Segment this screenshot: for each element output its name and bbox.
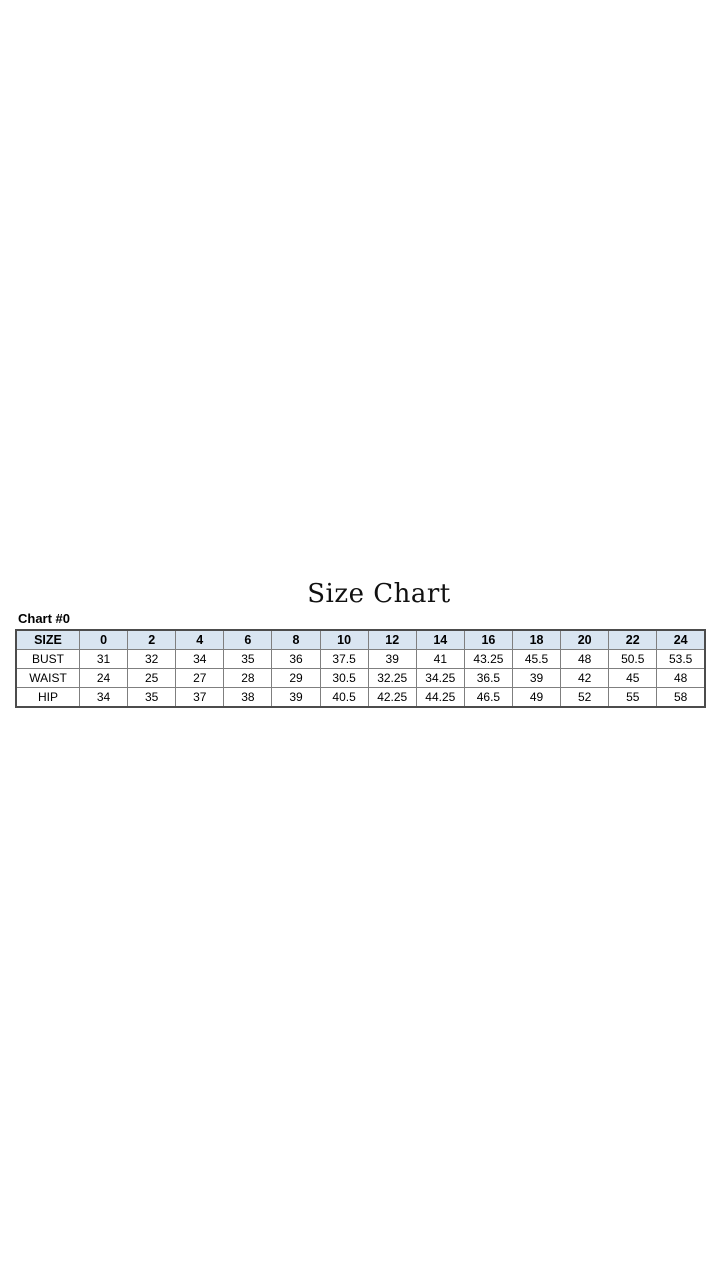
measurement-value-cell: 34.25 bbox=[415, 668, 465, 688]
measurement-value-cell: 40.5 bbox=[319, 687, 369, 708]
measurement-value-cell: 43.25 bbox=[463, 649, 513, 669]
measurement-row-label: HIP bbox=[15, 687, 80, 708]
size-column-header: 6 bbox=[223, 629, 273, 650]
size-column-header: 8 bbox=[271, 629, 321, 650]
size-corner-header: SIZE bbox=[15, 629, 80, 650]
measurement-value-cell: 58 bbox=[656, 687, 706, 708]
measurement-row-label: WAIST bbox=[15, 668, 80, 688]
measurement-value-cell: 41 bbox=[415, 649, 465, 669]
measurement-value-cell: 37.5 bbox=[319, 649, 369, 669]
measurement-row: HIP 34 35 37 38 39 40.5 42.25 44.25 46.5 49 52 55 58 bbox=[15, 687, 706, 708]
measurement-value-cell: 55 bbox=[608, 687, 658, 708]
size-column-header: 10 bbox=[319, 629, 369, 650]
size-column-header: 20 bbox=[560, 629, 610, 650]
size-chart-table: SIZE 0 2 4 6 8 10 12 14 16 18 20 22 24 BUST 31 32 34 35 36… bbox=[15, 629, 706, 708]
size-column-header: 18 bbox=[511, 629, 562, 650]
measurement-value-cell: 38 bbox=[223, 687, 273, 708]
size-column-header: 2 bbox=[127, 629, 177, 650]
size-table-head: SIZE 0 2 4 6 8 10 12 14 16 18 20 22 24 bbox=[15, 629, 706, 650]
measurement-value-cell: 36 bbox=[271, 649, 321, 669]
measurement-value-cell: 35 bbox=[127, 687, 177, 708]
measurement-value-cell: 39 bbox=[511, 668, 562, 688]
measurement-value-cell: 36.5 bbox=[463, 668, 513, 688]
measurement-value-cell: 37 bbox=[175, 687, 225, 708]
measurement-value-cell: 34 bbox=[175, 649, 225, 669]
size-column-header: 14 bbox=[415, 629, 465, 650]
measurement-value-cell: 35 bbox=[223, 649, 273, 669]
measurement-value-cell: 42.25 bbox=[367, 687, 417, 708]
measurement-value-cell: 53.5 bbox=[656, 649, 706, 669]
measurement-value-cell: 52 bbox=[560, 687, 610, 708]
measurement-value-cell: 30.5 bbox=[319, 668, 369, 688]
size-column-header: 16 bbox=[463, 629, 513, 650]
measurement-value-cell: 45 bbox=[608, 668, 658, 688]
measurement-value-cell: 46.5 bbox=[463, 687, 513, 708]
measurement-value-cell: 29 bbox=[271, 668, 321, 688]
measurement-value-cell: 42 bbox=[560, 668, 610, 688]
size-column-header: 12 bbox=[367, 629, 417, 650]
size-column-header: 0 bbox=[78, 629, 129, 650]
measurement-row: BUST 31 32 34 35 36 37.5 39 41 43.25 45.5 48 50.5 53.… bbox=[15, 649, 706, 669]
measurement-value-cell: 34 bbox=[78, 687, 129, 708]
size-column-header: 4 bbox=[175, 629, 225, 650]
measurement-value-cell: 32 bbox=[127, 649, 177, 669]
measurement-value-cell: 31 bbox=[78, 649, 129, 669]
measurement-value-cell: 49 bbox=[511, 687, 562, 708]
measurement-value-cell: 24 bbox=[78, 668, 129, 688]
measurement-row-label: BUST bbox=[15, 649, 80, 669]
measurement-value-cell: 39 bbox=[271, 687, 321, 708]
measurement-value-cell: 39 bbox=[367, 649, 417, 669]
chart-number-label: Chart #0 bbox=[18, 611, 71, 626]
size-column-header: 22 bbox=[608, 629, 658, 650]
measurement-value-cell: 44.25 bbox=[415, 687, 465, 708]
size-header-row: SIZE 0 2 4 6 8 10 12 14 16 18 20 22 24 bbox=[15, 629, 706, 650]
measurement-value-cell: 48 bbox=[656, 668, 706, 688]
measurement-value-cell: 45.5 bbox=[511, 649, 562, 669]
measurement-value-cell: 27 bbox=[175, 668, 225, 688]
measurement-value-cell: 32.25 bbox=[367, 668, 417, 688]
size-table-body: BUST 31 32 34 35 36 37.5 39 41 43.25 45.5 48 50.5 53.… bbox=[15, 649, 706, 708]
measurement-value-cell: 48 bbox=[560, 649, 610, 669]
page-title: Size Chart bbox=[307, 579, 451, 609]
measurement-value-cell: 28 bbox=[223, 668, 273, 688]
measurement-row: WAIST 24 25 27 28 29 30.5 32.25 34.25 36.5 39 42 45 4… bbox=[15, 668, 706, 688]
measurement-value-cell: 50.5 bbox=[608, 649, 658, 669]
measurement-value-cell: 25 bbox=[127, 668, 177, 688]
size-column-header: 24 bbox=[656, 629, 706, 650]
